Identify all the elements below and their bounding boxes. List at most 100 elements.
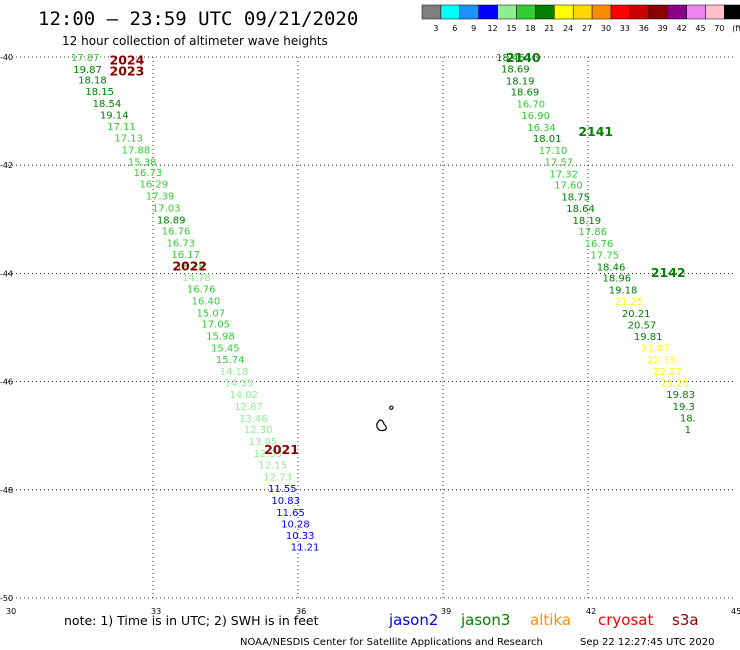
colorbar-swatch <box>478 4 498 20</box>
wave-height-label: 16.40 <box>192 296 221 307</box>
wave-height-label: 18.46 <box>597 262 626 273</box>
colorbar-label: 27 <box>582 24 592 33</box>
wave-height-label: 12.30 <box>244 425 273 436</box>
wave-height-label: 16.76 <box>162 227 191 238</box>
wave-height-label: 10.33 <box>286 531 315 542</box>
wave-height-label: 17.57 <box>545 157 574 168</box>
wave-height-label: 18.69 <box>501 64 530 75</box>
colorbar-swatch <box>459 4 479 20</box>
colorbar-label: 12 <box>488 24 498 33</box>
wave-height-label: 11.55 <box>268 484 297 495</box>
colorbar-label: 33 <box>620 24 630 33</box>
wave-height-label: 14.78 <box>182 273 211 284</box>
wave-height-label: 18.64 <box>566 204 595 215</box>
wave-height-label: 18.46 <box>496 53 525 64</box>
colorbar-swatch <box>440 4 461 20</box>
wave-height-label: 14.35 <box>225 379 254 390</box>
wave-height-label: 13.46 <box>239 414 268 425</box>
colorbar-label: 15 <box>506 24 516 33</box>
wave-height-label: 15.45 <box>211 344 240 355</box>
satellite-name: altika <box>530 611 571 629</box>
wave-height-label: 21.87 <box>641 344 670 355</box>
pass-number-label: 2140 <box>506 50 541 65</box>
wave-height-label: 16.29 <box>139 180 168 191</box>
colorbar-label: 21 <box>544 24 554 33</box>
satellite-name: s3a <box>672 611 699 629</box>
altimeter-tracks: 17.8719.8718.1818.1518.5419.1417.1117.13… <box>71 53 696 554</box>
pass-number-label: 2142 <box>651 265 686 280</box>
colorbar-swatch <box>705 4 725 20</box>
wave-height-label: 15.38 <box>128 157 157 168</box>
wave-height-label: 14.18 <box>220 367 249 378</box>
y-tick-label: -40 <box>0 53 13 62</box>
credit-text: NOAA/NESDIS Center for Satellite Applica… <box>240 637 543 648</box>
colorbar-label: 24 <box>563 24 573 33</box>
y-tick-label: -50 <box>0 594 13 603</box>
colorbar-label: 3 <box>433 24 438 33</box>
wave-height-label: 12.73 <box>263 472 292 483</box>
wave-height-label: 12.87 <box>234 402 263 413</box>
colorbar-swatch <box>648 4 668 20</box>
wave-height-label: 18.01 <box>533 134 562 145</box>
wave-height-label: 16.34 <box>527 123 556 134</box>
satellite-name: jason2 <box>388 611 438 629</box>
wave-height-label: 15.74 <box>216 355 245 366</box>
colorbar-swatch <box>554 4 574 20</box>
x-tick-label: 33 <box>151 607 161 616</box>
pass-number-label: 2022 <box>172 258 207 273</box>
wave-height-label: 18.89 <box>157 215 186 226</box>
colorbar-swatch <box>535 4 555 20</box>
colorbar-label: 42 <box>677 24 687 33</box>
wave-height-label: 22.37 <box>653 367 682 378</box>
colorbar-label: 18 <box>525 24 535 33</box>
wave-height-label: 18.18 <box>78 76 107 87</box>
wave-height-label: 16.17 <box>171 250 200 261</box>
y-tick-label: -42 <box>0 161 13 170</box>
footer-note: note: 1) Time is in UTC; 2) SWH is in fe… <box>64 613 319 628</box>
colorbar-label: (ft) <box>732 24 740 33</box>
colorbar-label: 9 <box>471 24 476 33</box>
colorbar-label: 45 <box>695 24 705 33</box>
wave-height-label: 12.15 <box>258 460 287 471</box>
wave-height-label: 18.19 <box>573 216 602 227</box>
wave-height-label: 17.60 <box>554 181 583 192</box>
wave-height-label: 18.54 <box>93 99 122 110</box>
wave-height-label: 17.13 <box>114 134 143 145</box>
colorbar-label: 6 <box>452 24 457 33</box>
y-tick-label: -48 <box>0 486 13 495</box>
colorbar-swatch <box>516 4 536 20</box>
colorbar-swatch <box>572 4 593 20</box>
colorbar-swatch <box>497 4 517 20</box>
x-tick-label: 39 <box>441 607 451 616</box>
wave-height-label: 10.83 <box>271 496 300 507</box>
wave-height-label: 17.32 <box>549 169 578 180</box>
wave-height-label: 22.33 <box>647 355 676 366</box>
satellite-legend: jason2 jason3 altika cryosat s3a <box>388 611 699 629</box>
wave-height-label: 18.19 <box>506 76 535 87</box>
wave-height-label: 20.57 <box>628 320 657 331</box>
wave-height-label: 11.65 <box>276 508 305 519</box>
colorbar-label: 70 <box>714 24 724 33</box>
wave-height-label: 17.11 <box>107 122 136 133</box>
wave-height-label: 12.33 <box>254 449 283 460</box>
wave-height-label: 16.73 <box>134 168 163 179</box>
wave-height-label: 17.05 <box>201 320 230 331</box>
wave-height-label: 19.83 <box>666 390 695 401</box>
wave-height-label: 14.02 <box>229 390 258 401</box>
colorbar-swatch <box>667 4 687 20</box>
wave-height-label: 21.25 <box>615 297 644 308</box>
colorbar-swatch <box>591 4 612 20</box>
west-track: 17.8719.8718.1818.1518.5419.1417.1117.13… <box>71 53 320 554</box>
wave-height-label: 18.75 <box>561 193 590 204</box>
wave-height-label: 17.39 <box>146 191 175 202</box>
wave-height-label: 16.90 <box>521 111 550 122</box>
wave-height-label: 1 <box>685 425 691 436</box>
x-tick-label: 30 <box>6 607 16 616</box>
colorbar-swatch <box>724 4 740 20</box>
colorbar-swatch <box>610 4 631 20</box>
east-track: 18.4618.6918.1918.6916.7016.9016.3418.01… <box>496 53 696 436</box>
colorbar-label: 36 <box>639 24 649 33</box>
colorbar-swatch <box>421 4 442 20</box>
